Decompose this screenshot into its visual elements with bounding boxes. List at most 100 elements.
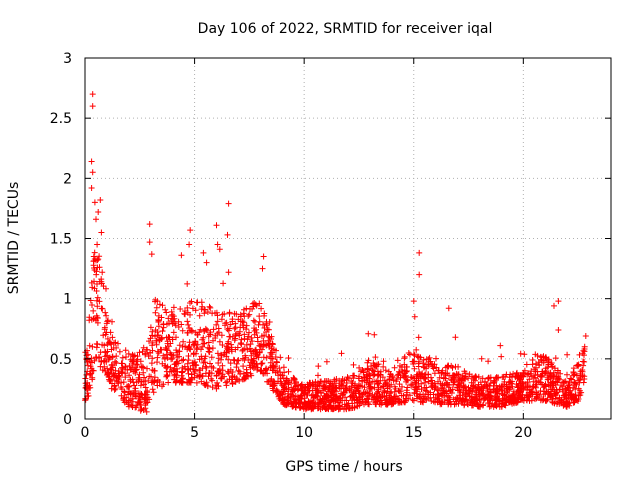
x-tick-label: 20 <box>514 425 532 441</box>
data-point <box>116 374 123 380</box>
data-point <box>165 315 172 322</box>
data-point <box>386 373 393 380</box>
data-point <box>296 396 303 403</box>
data-point <box>469 402 476 409</box>
data-point <box>129 358 136 365</box>
data-point <box>244 369 250 376</box>
data-point <box>263 318 270 325</box>
data-point <box>239 347 246 354</box>
data-point <box>554 367 561 374</box>
data-point <box>146 396 153 403</box>
data-point <box>529 384 536 391</box>
data-point <box>391 364 398 371</box>
data-point <box>131 388 138 394</box>
data-point <box>154 332 161 339</box>
data-point <box>425 371 432 378</box>
data-point <box>215 360 222 366</box>
data-point <box>139 348 146 355</box>
data-point <box>374 368 381 375</box>
data-point <box>129 351 136 358</box>
data-point <box>280 364 287 371</box>
data-point <box>321 396 328 403</box>
data-point <box>548 373 555 380</box>
data-point <box>248 359 255 366</box>
data-point <box>223 382 230 389</box>
data-point <box>88 355 95 362</box>
data-point <box>256 342 263 349</box>
data-point <box>202 359 209 366</box>
data-point <box>148 379 155 386</box>
data-point <box>184 329 191 336</box>
data-point <box>89 374 96 381</box>
data-point <box>581 373 588 380</box>
data-point <box>325 378 332 384</box>
data-point <box>201 381 208 388</box>
data-point <box>130 352 137 359</box>
data-point <box>520 397 527 404</box>
data-point <box>188 298 195 305</box>
data-point <box>233 311 240 318</box>
data-point <box>285 355 292 361</box>
data-point <box>444 379 450 386</box>
data-point <box>432 384 439 391</box>
data-point <box>421 363 428 370</box>
data-point <box>540 384 547 391</box>
data-point <box>428 383 435 390</box>
data-point <box>191 340 198 347</box>
data-point <box>93 288 100 294</box>
data-point <box>398 367 405 373</box>
data-point <box>489 400 496 407</box>
data-point <box>138 391 145 398</box>
data-point <box>196 312 203 319</box>
data-point <box>401 372 408 379</box>
data-point <box>367 383 374 390</box>
data-point <box>357 382 364 389</box>
data-point <box>435 378 441 385</box>
data-point <box>369 396 375 403</box>
data-point <box>428 374 434 381</box>
data-point <box>108 385 115 392</box>
data-point <box>554 399 561 406</box>
data-point <box>254 351 261 358</box>
data-point <box>240 363 247 370</box>
data-point <box>239 376 246 383</box>
data-point <box>300 403 307 410</box>
data-point <box>312 383 319 390</box>
data-point <box>209 345 216 352</box>
data-point <box>208 354 215 361</box>
data-point <box>431 370 438 377</box>
data-point <box>154 298 161 305</box>
data-point <box>130 379 137 386</box>
data-point <box>352 380 359 387</box>
data-point <box>530 378 537 385</box>
data-point <box>527 391 534 398</box>
data-point <box>375 361 382 368</box>
data-point <box>450 372 457 379</box>
data-point <box>231 337 238 344</box>
data-point <box>250 317 257 324</box>
data-point <box>361 384 368 391</box>
data-point <box>286 379 292 386</box>
data-point <box>500 373 507 380</box>
data-point <box>420 360 426 367</box>
data-point <box>209 377 216 384</box>
data-point <box>355 382 362 389</box>
data-point <box>575 385 582 392</box>
data-point <box>419 370 426 377</box>
data-point <box>305 398 312 405</box>
data-point <box>214 241 221 248</box>
data-point <box>214 330 221 337</box>
data-point <box>445 384 452 391</box>
data-point <box>549 364 556 371</box>
data-point <box>245 313 252 319</box>
data-point <box>531 366 538 373</box>
data-point <box>400 392 407 399</box>
data-point <box>151 367 158 374</box>
data-point <box>174 368 181 375</box>
data-point <box>126 388 132 395</box>
data-point <box>206 303 213 310</box>
data-point <box>555 298 562 305</box>
data-point <box>253 353 260 360</box>
data-point <box>581 346 588 352</box>
data-point <box>83 371 90 378</box>
